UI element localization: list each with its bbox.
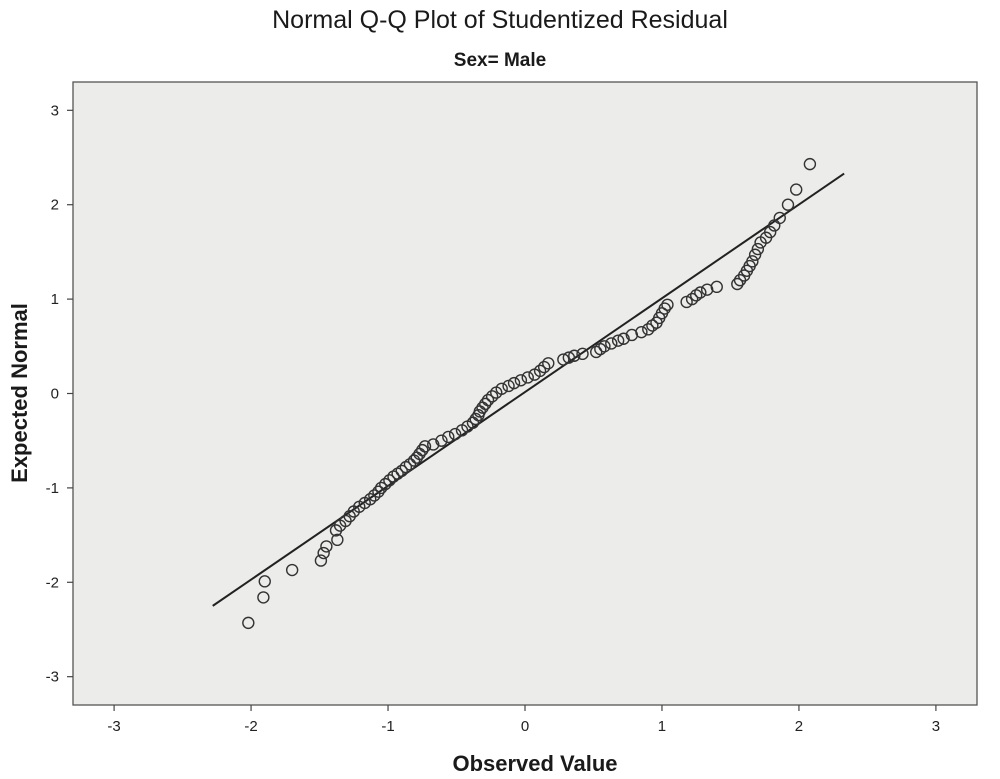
data-point: [314, 554, 328, 567]
data-points: [242, 157, 817, 630]
data-point: [383, 474, 396, 487]
y-tick-label: -1: [46, 480, 59, 497]
data-point: [576, 347, 589, 361]
data-point: [331, 533, 344, 547]
data-point: [416, 443, 429, 457]
data-point: [658, 302, 671, 315]
data-point: [611, 334, 625, 347]
data-point: [542, 357, 555, 370]
data-point: [781, 198, 795, 211]
data-point: [746, 255, 759, 268]
x-tick-label: 2: [795, 718, 803, 735]
y-axis: -3 -2 -1 0 1 2 3: [46, 102, 73, 686]
data-point: [507, 376, 521, 390]
reference-line: [212, 172, 845, 607]
x-tick-label: 0: [521, 718, 529, 735]
data-point: [568, 349, 581, 362]
reference-line-group: [212, 172, 845, 607]
data-point: [685, 292, 699, 306]
data-point: [418, 440, 432, 453]
data-point: [442, 430, 455, 444]
data-point: [803, 157, 817, 171]
y-tick-label: 2: [51, 197, 59, 214]
data-point: [790, 183, 803, 196]
data-point: [731, 277, 744, 291]
data-point: [485, 390, 499, 403]
data-point: [395, 464, 408, 478]
data-point: [372, 485, 385, 498]
data-point: [379, 477, 392, 491]
x-tick-label: -1: [381, 718, 394, 735]
y-tick-label: -2: [46, 574, 59, 591]
data-point: [258, 575, 271, 588]
x-tick-label: 3: [932, 718, 940, 735]
data-point: [257, 591, 270, 604]
chart-subtitle: Sex= Male: [453, 50, 547, 71]
x-axis-title: Observed Value: [452, 751, 617, 776]
data-point: [598, 340, 611, 353]
data-point: [481, 393, 495, 407]
data-point: [710, 280, 723, 294]
y-axis-title: Expected Normal: [7, 303, 32, 483]
y-tick-label: 3: [51, 102, 59, 119]
data-point: [448, 427, 462, 441]
y-tick-label: -3: [46, 669, 59, 686]
data-point: [605, 337, 618, 350]
data-point: [748, 248, 762, 261]
data-point: [374, 481, 388, 495]
data-point: [533, 364, 547, 378]
data-point: [364, 493, 377, 506]
data-point: [479, 397, 492, 411]
data-point: [285, 563, 299, 577]
data-point: [427, 438, 440, 451]
data-point: [773, 211, 786, 225]
data-point: [642, 323, 655, 336]
data-point: [562, 351, 576, 364]
data-point: [242, 616, 255, 630]
data-point: [557, 353, 570, 366]
data-point: [617, 332, 630, 345]
x-axis: -3 -2 -1 0 1 2 3: [107, 705, 940, 735]
data-point: [317, 546, 330, 560]
data-point: [537, 360, 551, 374]
data-point: [368, 489, 381, 502]
data-point: [403, 458, 417, 471]
data-point: [661, 298, 674, 311]
data-point: [751, 242, 765, 256]
x-tick-label: -3: [107, 718, 120, 735]
data-point: [469, 412, 482, 426]
data-point: [763, 225, 777, 239]
data-point: [435, 434, 448, 447]
data-point: [514, 374, 528, 387]
data-point: [320, 540, 333, 553]
data-point: [635, 325, 648, 339]
y-tick-label: 1: [51, 291, 59, 308]
x-tick-label: -2: [244, 718, 257, 735]
x-tick-label: 1: [658, 718, 666, 735]
y-tick-label: 0: [51, 386, 59, 403]
chart-title: Normal Q-Q Plot of Studentized Residual: [272, 6, 728, 34]
data-point: [495, 382, 508, 395]
data-point: [694, 286, 707, 299]
data-point: [521, 371, 534, 384]
